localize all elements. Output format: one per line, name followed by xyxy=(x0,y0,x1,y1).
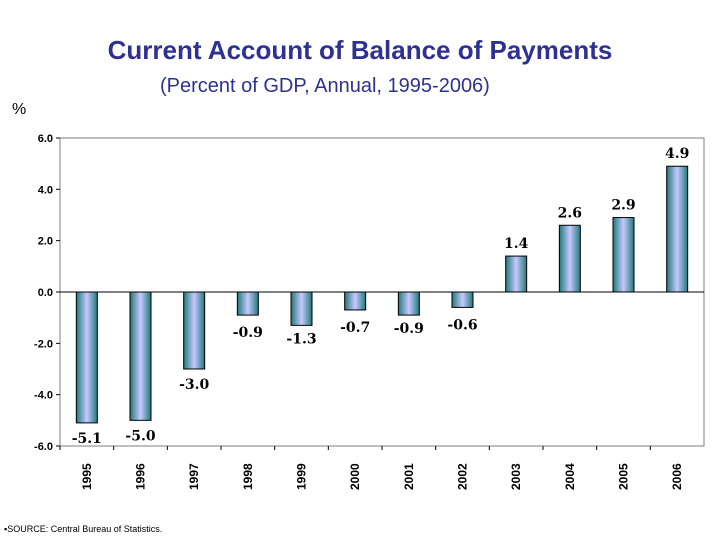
y-tick-label: -4.0 xyxy=(34,390,53,402)
y-tick-label: 2.0 xyxy=(38,236,53,248)
data-label: -0.9 xyxy=(394,321,424,337)
data-label: 4.9 xyxy=(665,146,689,162)
data-label: 2.9 xyxy=(611,198,635,214)
chart-subtitle: (Percent of GDP, Annual, 1995-2006) xyxy=(160,75,490,97)
data-label: -5.1 xyxy=(72,431,102,447)
bar xyxy=(344,291,367,311)
bar xyxy=(451,291,474,308)
bar xyxy=(397,291,420,316)
bar xyxy=(129,291,152,421)
bar xyxy=(75,291,98,424)
category-label: 1996 xyxy=(134,463,148,490)
bar xyxy=(505,255,528,293)
category-label: 1999 xyxy=(295,463,309,490)
data-label: 1.4 xyxy=(504,236,529,252)
bar xyxy=(666,165,689,293)
bar xyxy=(290,291,313,326)
source-note: ▪SOURCE: Central Bureau of Statistics. xyxy=(4,524,163,534)
bar xyxy=(558,224,581,293)
x-axis: 1995 1996 1997 1998 1999 2000 2001 2002 2003 2004… xyxy=(59,446,684,490)
bar xyxy=(183,291,206,370)
y-tick-label: -2.0 xyxy=(34,338,53,350)
bar xyxy=(612,217,635,293)
data-label: 2.6 xyxy=(558,205,582,221)
category-label: 2004 xyxy=(563,463,577,490)
bars xyxy=(75,165,689,424)
category-label: 2000 xyxy=(348,463,362,490)
y-tick-label: 4.0 xyxy=(38,184,53,196)
data-label: -0.9 xyxy=(233,325,263,341)
chart-title: Current Account of Balance of Payments xyxy=(107,35,613,65)
data-label: -0.6 xyxy=(447,317,477,333)
data-label: -1.3 xyxy=(286,331,316,347)
data-label: -3.0 xyxy=(179,377,209,393)
category-label: 2002 xyxy=(456,463,470,490)
category-label: 2003 xyxy=(509,463,523,490)
category-label: 2005 xyxy=(617,463,631,490)
y-tick-label: 6.0 xyxy=(38,133,53,145)
y-axis-unit: % xyxy=(12,101,27,118)
category-label: 1998 xyxy=(241,463,255,490)
data-label: -5.0 xyxy=(125,428,155,444)
y-axis: 6.0 4.0 2.0 0.0 -2.0 -4.0 -6.0 xyxy=(34,133,60,453)
bar xyxy=(236,291,259,316)
category-label: 1995 xyxy=(80,463,94,490)
y-tick-label: 0.0 xyxy=(38,287,53,299)
category-label: 1997 xyxy=(187,463,201,490)
data-labels: -5.1 -5.0 -3.0 -0.9 -1.3 -0.7 -0.9 -0.6 1.4 2.6 2.… xyxy=(72,146,690,447)
data-label: -0.7 xyxy=(340,320,370,336)
category-label: 2006 xyxy=(670,463,684,490)
y-tick-label: -6.0 xyxy=(34,441,53,453)
category-label: 2001 xyxy=(402,463,416,490)
